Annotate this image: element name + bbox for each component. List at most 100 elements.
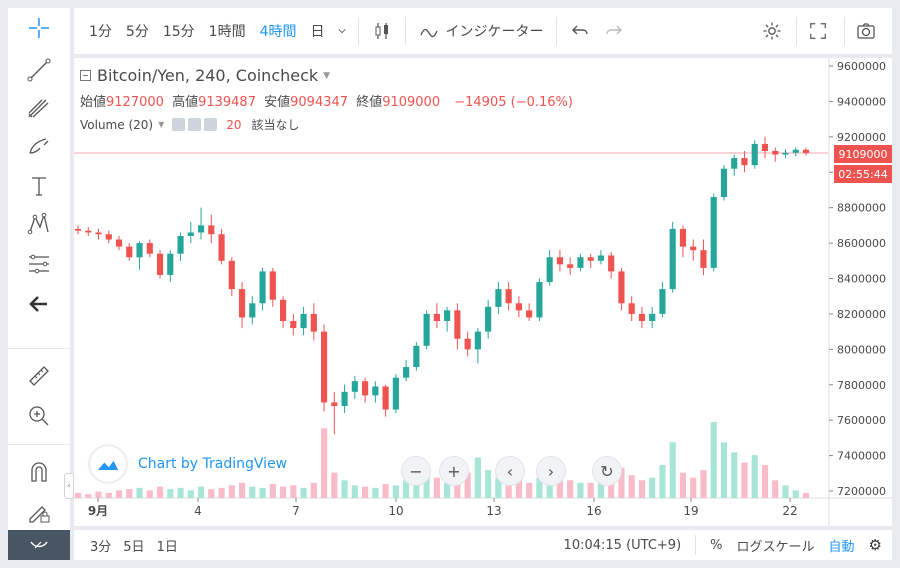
x-tick-label: 13 — [486, 504, 501, 518]
chart-pane[interactable]: 9600000940000092000009000000880000086000… — [74, 58, 892, 526]
candle-body — [115, 239, 123, 247]
volume-label[interactable]: Volume (20) — [80, 117, 154, 132]
zoom-in-icon[interactable] — [8, 396, 70, 436]
volume-bar — [505, 482, 512, 498]
volume-bar — [761, 465, 769, 498]
volume-bar — [331, 472, 338, 498]
scroll-left-button[interactable]: ‹ — [495, 456, 525, 486]
volume-bar — [454, 480, 461, 498]
candle-body — [259, 271, 266, 304]
clock-timezone[interactable]: 10:04:15 (UTC+9) — [563, 537, 682, 553]
log-scale-toggle[interactable]: ログスケール — [736, 539, 815, 555]
volume-bar — [126, 489, 133, 498]
back-arrow-icon[interactable] — [8, 284, 70, 324]
collapse-legend-icon[interactable] — [80, 70, 91, 81]
candle-body — [608, 255, 615, 272]
interval-1h[interactable]: 1時間 — [208, 24, 246, 40]
symbol-title[interactable]: Bitcoin/Yen, 240, Coincheck — [97, 66, 319, 85]
redo-icon[interactable] — [597, 20, 631, 42]
fib-tool-icon[interactable] — [8, 244, 70, 284]
range-5d[interactable]: 5日 — [123, 539, 145, 555]
low-value: 9094347 — [290, 95, 349, 110]
candle-style-icon[interactable] — [365, 20, 399, 42]
y-tick-label: 7800000 — [837, 379, 886, 392]
ohlc-values: 始値9127000 高値9139487 安値9094347 終値9109000 … — [80, 91, 573, 110]
tradingview-attribution[interactable]: Chart by TradingView — [90, 446, 287, 482]
indicators-button[interactable]: インジケーター — [412, 20, 550, 42]
interval-1m[interactable]: 1分 — [89, 24, 112, 40]
volume-status: 該当なし — [251, 118, 300, 132]
auto-scale-toggle[interactable]: 自動 — [828, 539, 855, 555]
volume-remove-icon[interactable] — [204, 118, 218, 131]
interval-dropdown-icon[interactable] — [332, 25, 352, 37]
magnet-icon[interactable] — [8, 452, 70, 492]
lock-drawing-icon[interactable] — [8, 492, 70, 532]
scroll-right-button[interactable]: › — [536, 456, 566, 486]
volume-bar — [208, 489, 215, 498]
volume-bar — [792, 490, 799, 498]
candle-body — [751, 143, 758, 166]
y-tick-label: 8800000 — [837, 202, 886, 215]
volume-bar — [536, 477, 543, 498]
volume-bar — [567, 480, 574, 498]
candle-body — [638, 313, 646, 321]
volume-bar — [690, 477, 697, 498]
x-tick-label: 10 — [388, 504, 403, 518]
candle-body — [669, 228, 676, 290]
volume-bar — [351, 485, 358, 498]
interval-15m[interactable]: 15分 — [162, 24, 195, 40]
y-tick-label: 7200000 — [837, 485, 886, 498]
interval-5m[interactable]: 5分 — [125, 24, 149, 40]
volume-bar — [433, 477, 440, 498]
volume-settings-icon[interactable] — [188, 118, 202, 131]
volume-menu-chevron-icon[interactable]: ▼ — [158, 120, 165, 129]
symbol-menu-chevron-icon[interactable]: ▼ — [323, 70, 331, 81]
y-tick-label: 8400000 — [837, 273, 886, 286]
camera-icon[interactable] — [846, 8, 886, 54]
tradingview-cloud-icon — [90, 446, 126, 482]
settings-gear-icon[interactable] — [752, 8, 792, 54]
volume-bar — [464, 472, 471, 498]
ruler-tool-icon[interactable] — [8, 356, 70, 396]
volume-bar — [679, 472, 687, 498]
volume-bar — [136, 487, 143, 498]
trend-line-tool-icon[interactable] — [8, 50, 70, 90]
toolbar-divider — [796, 17, 797, 45]
pattern-tool-icon[interactable] — [8, 204, 70, 244]
volume-visibility-icon[interactable] — [172, 118, 186, 131]
candle-body — [423, 313, 430, 346]
candle-body — [690, 246, 697, 251]
percent-scale-toggle[interactable]: % — [710, 537, 723, 553]
zoom-in-button[interactable]: + — [439, 456, 469, 486]
fullscreen-icon[interactable] — [798, 8, 838, 54]
volume-bar — [444, 482, 451, 498]
hide-drawings-icon[interactable] — [8, 530, 70, 560]
candle-body — [331, 402, 338, 406]
volume-bar — [669, 442, 676, 498]
volume-bar — [649, 477, 656, 498]
undo-icon[interactable] — [563, 20, 597, 42]
volume-bar — [577, 482, 584, 498]
candle-body — [85, 230, 92, 233]
high-label: 高値 — [172, 95, 199, 110]
interval-4h[interactable]: 4時間 — [259, 24, 297, 40]
candle-body — [197, 225, 205, 233]
range-1d[interactable]: 1日 — [156, 539, 178, 555]
text-tool-icon[interactable] — [8, 166, 70, 206]
volume-bar — [720, 442, 728, 498]
toolbar-collapse-handle[interactable]: ‹ — [64, 473, 74, 499]
interval-1d[interactable]: 日 — [310, 24, 325, 40]
zoom-out-button[interactable]: − — [401, 456, 431, 486]
reset-chart-button[interactable]: ↻ — [592, 456, 622, 486]
candle-body — [597, 255, 605, 261]
pitchfork-tool-icon[interactable] — [8, 88, 70, 128]
candle-body — [536, 282, 543, 318]
chart-legend: Bitcoin/Yen, 240, Coincheck ▼ 始値9127000 … — [80, 66, 573, 133]
toolbar-divider — [844, 17, 845, 45]
crosshair-tool-icon[interactable] — [8, 8, 70, 48]
y-tick-label: 7600000 — [837, 414, 886, 427]
brush-tool-icon[interactable] — [8, 126, 70, 166]
chart-settings-gear-icon[interactable]: ⚙ — [868, 536, 882, 554]
y-tick-label: 8600000 — [837, 237, 886, 250]
range-3m[interactable]: 3分 — [90, 539, 112, 555]
